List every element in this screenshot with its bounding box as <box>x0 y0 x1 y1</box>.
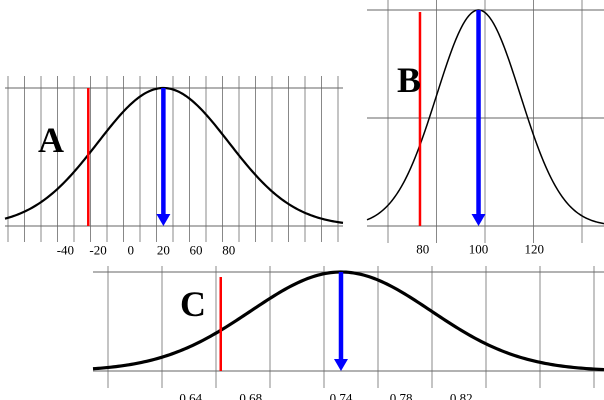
panel-c: 0,64 0,68 0,74 0,78 0,82 C <box>92 266 604 400</box>
panel-a: -40 -20 0 20 60 80 A <box>4 76 344 258</box>
panel-b-vertical-grid <box>387 0 583 243</box>
panel-b-mean-arrow <box>471 10 486 226</box>
panel-b-tick-labels: 80 100 120 <box>416 242 544 257</box>
tick-label: 0,82 <box>450 391 473 400</box>
tick-label: 80 <box>416 242 429 257</box>
tick-label: -40 <box>57 243 74 258</box>
panel-c-normal-curve <box>92 270 604 372</box>
tick-label: 80 <box>222 243 235 258</box>
panel-a-vertical-grid <box>7 76 339 242</box>
panel-a-normal-curve <box>4 86 344 224</box>
tick-label: 0,78 <box>390 391 413 400</box>
arrow-head <box>156 214 171 226</box>
panel-a-tick-labels: -40 -20 0 20 60 80 <box>57 243 235 258</box>
panel-a-mean-arrow <box>156 88 171 226</box>
arrow-head <box>333 359 348 371</box>
panel-c-label: C <box>180 284 206 324</box>
panel-b: 80 100 120 B <box>366 0 604 257</box>
tick-label: 0,64 <box>179 391 202 400</box>
tick-label: 20 <box>157 243 170 258</box>
tick-label: 100 <box>469 242 489 257</box>
panel-b-label: B <box>397 60 421 100</box>
panel-b-normal-curve <box>366 9 604 225</box>
panel-c-mean-arrow <box>333 272 348 371</box>
tick-label: 0,74 <box>330 391 353 400</box>
arrow-head <box>471 214 486 226</box>
panel-a-label: A <box>38 120 64 160</box>
panel-c-tick-labels: 0,64 0,68 0,74 0,78 0,82 <box>179 391 472 400</box>
tick-label: 60 <box>190 243 203 258</box>
tick-label: -20 <box>89 243 106 258</box>
tick-label: 0 <box>127 243 134 258</box>
tick-label: 0,68 <box>239 391 262 400</box>
tick-label: 120 <box>525 242 545 257</box>
